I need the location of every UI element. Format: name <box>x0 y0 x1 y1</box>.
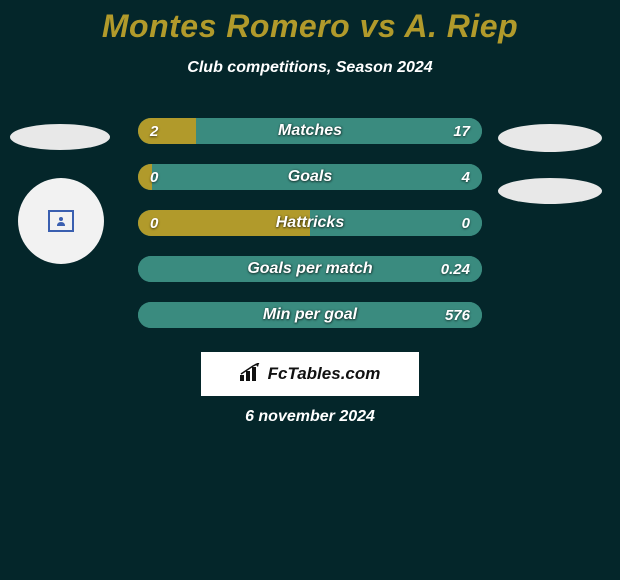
brand-box: FcTables.com <box>201 352 419 396</box>
stat-label: Goals <box>138 164 482 190</box>
stat-bar: Matches2 17 <box>138 118 482 144</box>
comparison-infographic: Montes Romero vs A. Riep Club competitio… <box>0 0 620 580</box>
stat-value-left: 2 <box>150 118 158 144</box>
brand-label: FcTables.com <box>268 364 381 384</box>
stat-value-right: 4 <box>462 164 470 190</box>
brand-text: FcTables.com <box>240 363 381 386</box>
stat-value-right: 0 <box>462 210 470 236</box>
stat-label: Goals per match <box>138 256 482 282</box>
stat-label: Min per goal <box>138 302 482 328</box>
stat-label: Matches <box>138 118 482 144</box>
date-text: 6 november 2024 <box>0 408 620 426</box>
stat-bar: Hattricks0 0 <box>138 210 482 236</box>
page-title: Montes Romero vs A. Riep <box>0 0 620 45</box>
stat-value-right: 576 <box>445 302 470 328</box>
stat-label: Hattricks <box>138 210 482 236</box>
stat-value-right: 0.24 <box>441 256 470 282</box>
brand-logo-icon <box>240 363 262 386</box>
stat-bar: Goals per match0.24 <box>138 256 482 282</box>
stat-value-right: 17 <box>453 118 470 144</box>
subtitle: Club competitions, Season 2024 <box>0 59 620 77</box>
stat-value-left: 0 <box>150 164 158 190</box>
stat-bar: Goals0 4 <box>138 164 482 190</box>
stat-bar: Min per goal576 <box>138 302 482 328</box>
stat-value-left: 0 <box>150 210 158 236</box>
stats-area: Matches217Goals04Hattricks00Goals per ma… <box>0 118 620 348</box>
